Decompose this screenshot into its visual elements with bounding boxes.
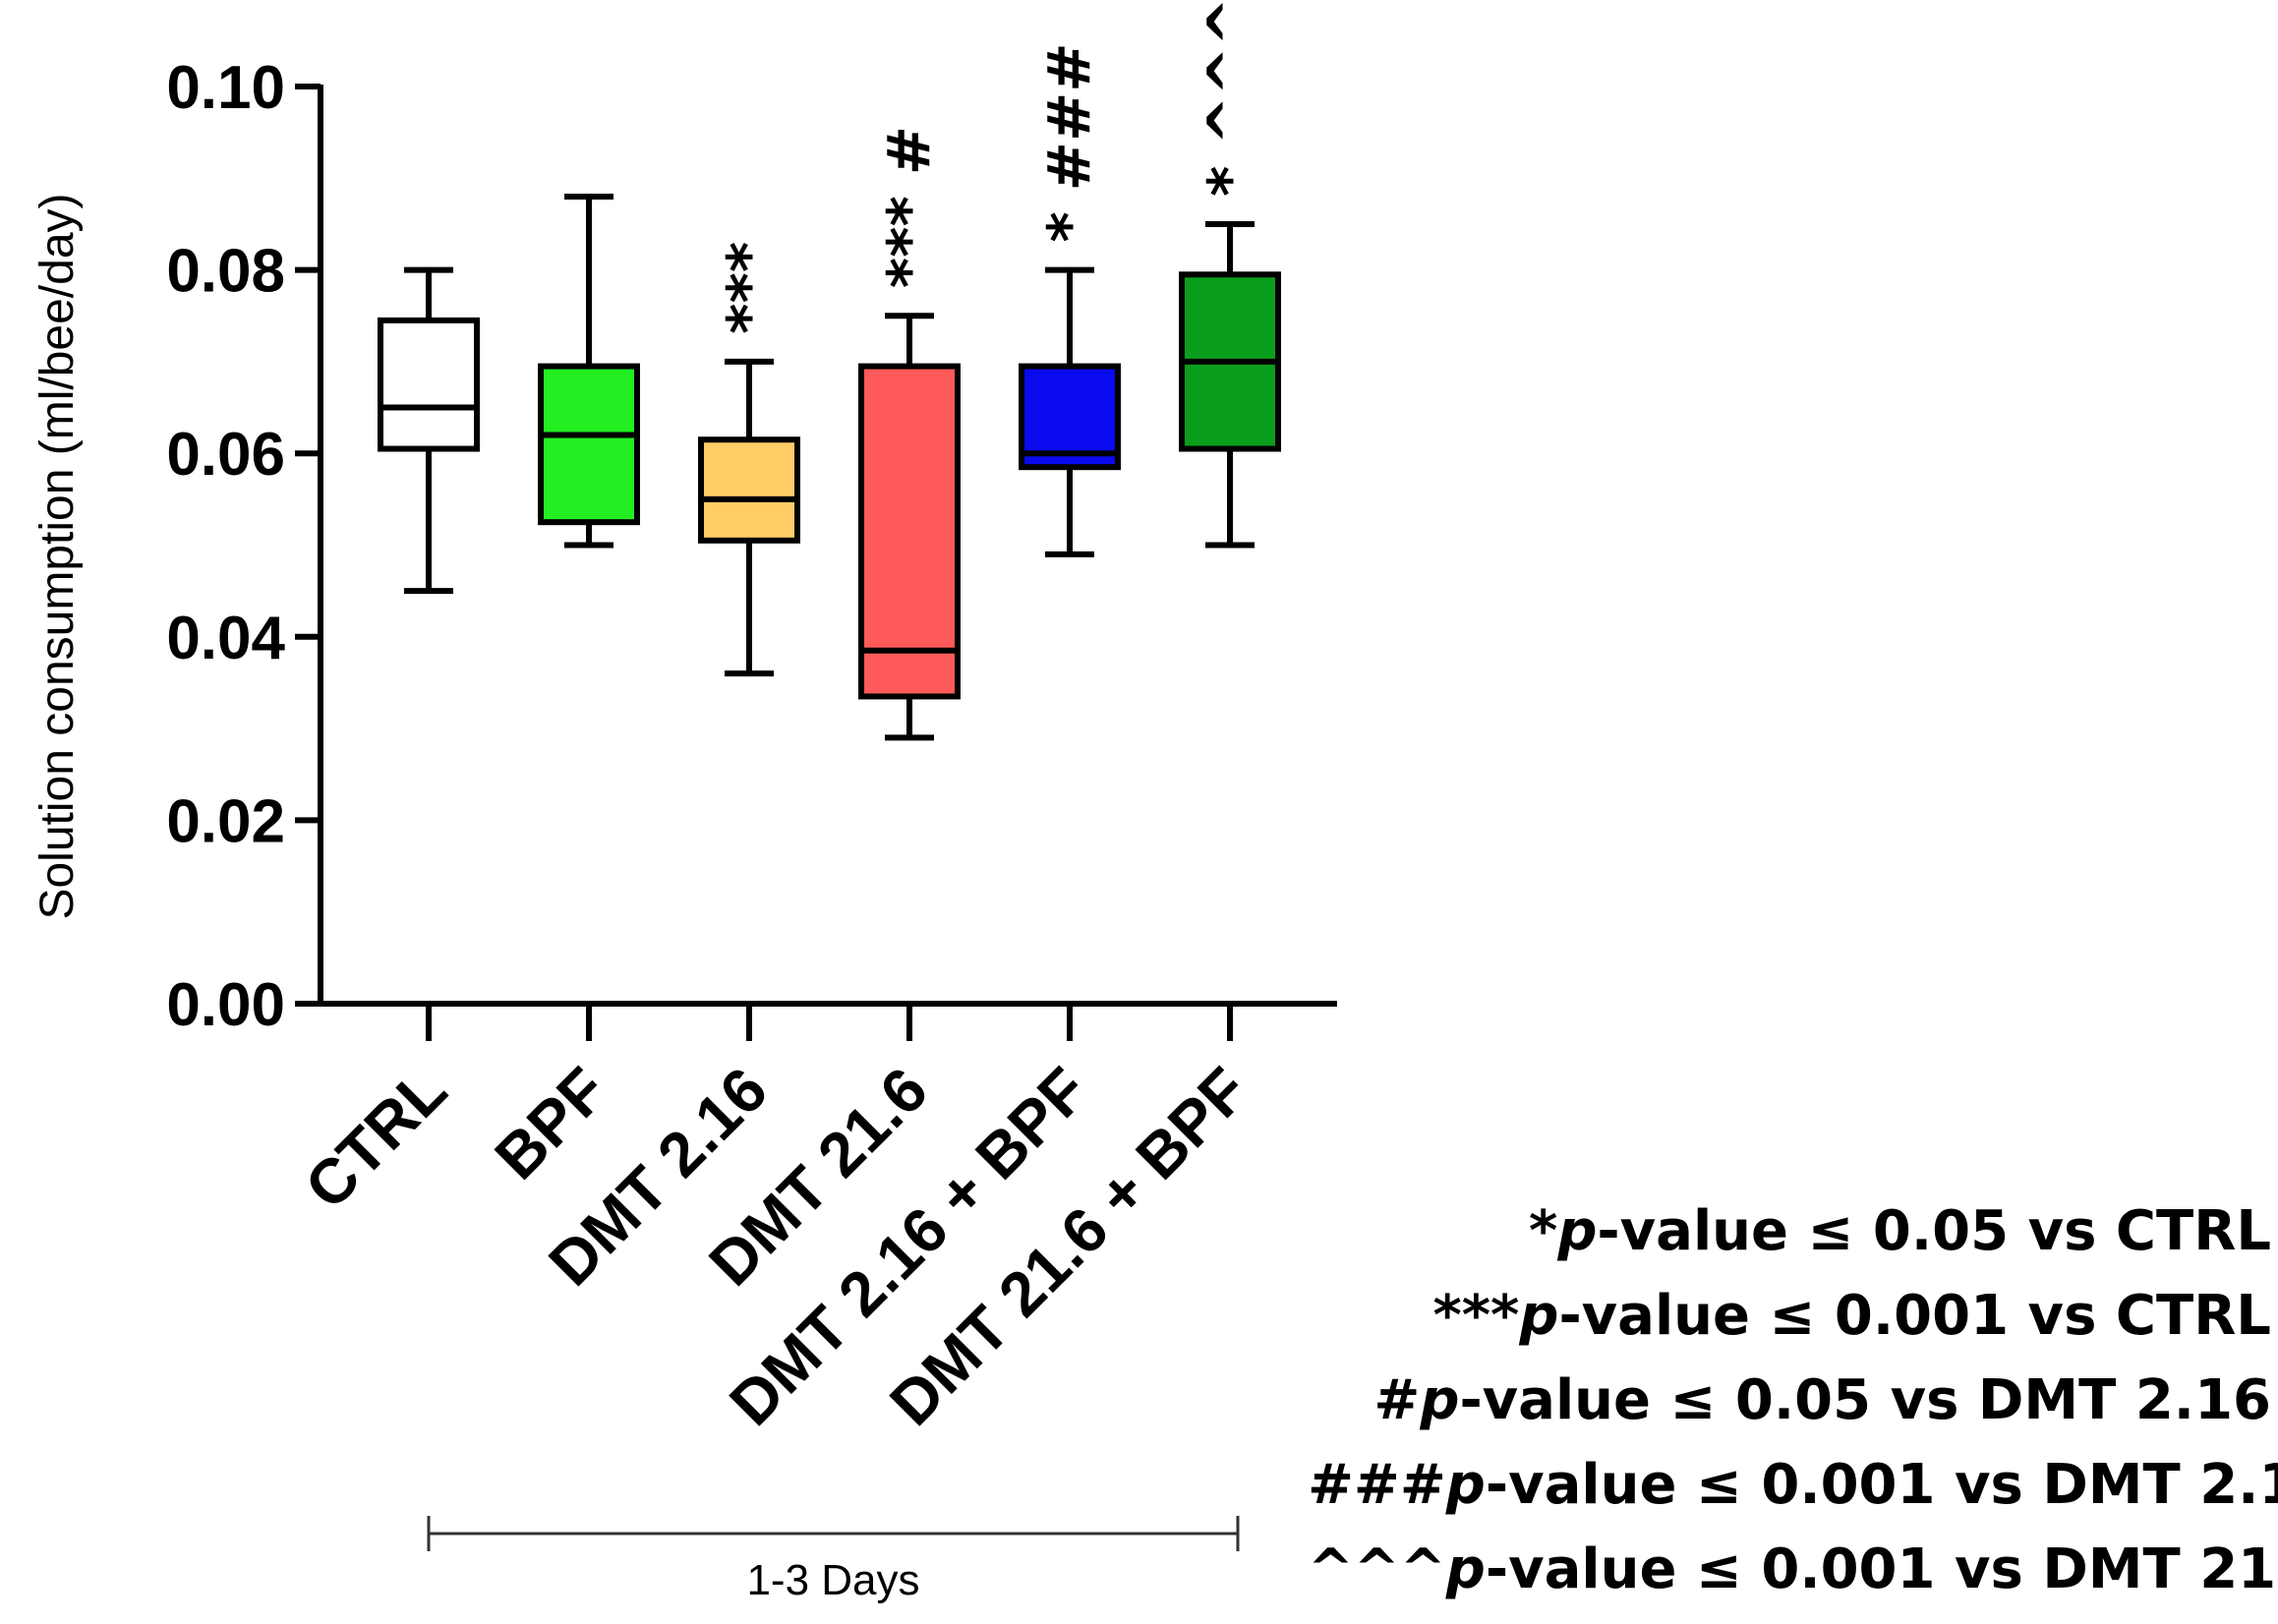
- legend-p-letter: p: [1557, 1199, 1598, 1263]
- significance-label: *** #: [875, 126, 944, 288]
- significance-label: ***: [715, 242, 784, 334]
- y-tick-label: 0.10: [166, 54, 285, 122]
- legend-text: -value ≤ 0.001 vs CTRL: [1558, 1284, 2271, 1348]
- legend-text: -value ≤ 0.001 vs DMT 21.6: [1485, 1537, 2278, 1601]
- significance-legend: *p-value ≤ 0.05 vs CTRL ***p-value ≤ 0.00…: [1308, 1189, 2278, 1612]
- y-tick-label: 0.06: [166, 421, 285, 489]
- significance-markers: *** *** # * ### * ^^^: [715, 0, 1264, 334]
- legend-marker: ^^^: [1308, 1537, 1446, 1601]
- box-dmt-21-6-bpf: [1179, 220, 1281, 549]
- box-dmt-2-16: [698, 358, 800, 677]
- group-bracket: 1-3 Days: [427, 1516, 1240, 1604]
- y-axis-title: Solution consumption (ml/bee/day): [31, 193, 84, 919]
- boxes: [378, 193, 1281, 741]
- legend-text: -value ≤ 0.001 vs DMT 2.16: [1485, 1453, 2278, 1517]
- legend-text: -value ≤ 0.05 vs CTRL: [1597, 1199, 2271, 1263]
- legend-marker: ###: [1308, 1453, 1446, 1517]
- legend-entry: ^^^p-value ≤ 0.001 vs DMT 21.6: [1308, 1528, 2278, 1612]
- iqr-box: [378, 317, 480, 452]
- iqr-box: [538, 363, 640, 526]
- legend-entry: ***p-value ≤ 0.001 vs CTRL: [1308, 1274, 2271, 1359]
- box-dmt-2-16-bpf: [1019, 266, 1121, 557]
- legend-p-letter: p: [1445, 1453, 1486, 1517]
- legend-entry: ###p-value ≤ 0.001 vs DMT 2.16: [1308, 1443, 2278, 1528]
- iqr-box: [858, 363, 961, 700]
- legend-p-letter: p: [1519, 1284, 1559, 1348]
- box-dmt-21-6: [858, 313, 961, 741]
- legend-entry: *p-value ≤ 0.05 vs CTRL: [1308, 1189, 2271, 1274]
- y-axis: 0.00 0.02 0.04 0.06 0.08 0.10: [166, 54, 323, 1039]
- group-bracket-label: 1-3 Days: [746, 1556, 919, 1604]
- legend-marker: ***: [1432, 1284, 1520, 1348]
- x-category-label: CTRL: [291, 1054, 460, 1223]
- significance-label: * ###: [1035, 43, 1104, 243]
- legend-text: -value ≤ 0.05 vs DMT 2.16: [1459, 1368, 2271, 1432]
- iqr-box: [698, 436, 800, 544]
- y-tick-label: 0.00: [166, 971, 285, 1039]
- legend-p-letter: p: [1445, 1537, 1486, 1601]
- y-tick-label: 0.04: [166, 605, 285, 672]
- box-bpf: [538, 193, 640, 549]
- legend-p-letter: p: [1420, 1368, 1460, 1432]
- legend-marker: *: [1529, 1199, 1558, 1263]
- y-tick-label: 0.08: [166, 238, 285, 306]
- y-tick-label: 0.02: [166, 787, 285, 855]
- iqr-box: [1019, 363, 1121, 471]
- legend-entry: #p-value ≤ 0.05 vs DMT 2.16: [1308, 1359, 2271, 1443]
- box-ctrl: [378, 266, 480, 595]
- x-category-label: BPF: [481, 1054, 619, 1192]
- significance-label: * ^^^: [1196, 0, 1264, 197]
- legend-marker: #: [1373, 1368, 1421, 1432]
